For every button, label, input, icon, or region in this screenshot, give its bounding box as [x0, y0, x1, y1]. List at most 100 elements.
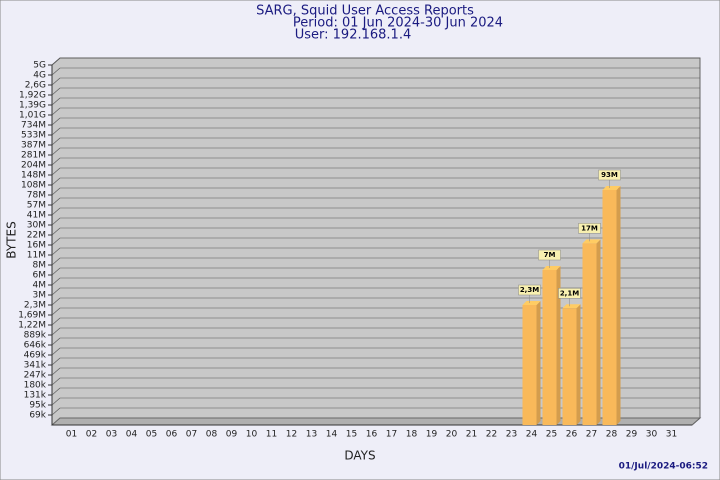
x-tick-label: 27: [586, 430, 597, 440]
x-tick-label: 12: [286, 430, 297, 440]
x-tick-label: 21: [466, 430, 477, 440]
grid-line: [51, 277, 61, 286]
grid-line: [51, 147, 61, 156]
y-tick-label: 148M: [21, 171, 46, 181]
y-tick-label: 734M: [21, 121, 46, 131]
bar: [562, 308, 577, 425]
grid-line: [51, 377, 61, 386]
x-tick-label: 14: [326, 430, 338, 440]
x-tick-label: 23: [506, 430, 517, 440]
x-tick-label: 09: [226, 430, 238, 440]
grid-line: [51, 327, 61, 336]
chart-subtitle: User: 192.168.1.4: [295, 28, 411, 43]
y-tick-label: 533M: [21, 131, 46, 141]
y-tick-label: 95k: [29, 401, 46, 411]
grid-line: [51, 117, 61, 126]
y-axis-label: BYTES: [5, 221, 19, 258]
x-tick-label: 10: [246, 430, 258, 440]
x-tick-label: 20: [446, 430, 458, 440]
x-tick-label: 03: [106, 430, 117, 440]
grid-line: [51, 137, 61, 146]
y-tick-label: 469k: [24, 351, 47, 361]
x-tick-label: 17: [386, 430, 397, 440]
grid-line: [51, 247, 61, 256]
x-tick-label: 29: [626, 430, 638, 440]
y-tick-label: 281M: [21, 151, 46, 161]
x-tick-label: 30: [646, 430, 658, 440]
x-tick-label: 25: [546, 430, 557, 440]
y-tick-label: 6M: [33, 271, 47, 281]
y-tick-label: 646k: [24, 341, 47, 351]
y-tick-label: 247k: [24, 371, 47, 381]
grid-line: [51, 367, 61, 376]
bar-top: [602, 186, 621, 190]
y-tick-label: 78M: [27, 191, 46, 201]
value-label: 2,3M: [520, 286, 539, 294]
grid-line: [51, 177, 61, 186]
y-tick-label: 57M: [27, 201, 46, 211]
grid-line: [51, 317, 61, 326]
grid-line: [51, 227, 61, 236]
grid-line: [51, 307, 61, 316]
grid-line: [51, 207, 61, 216]
y-tick-label: 30M: [27, 221, 46, 231]
grid-line: [51, 167, 61, 176]
grid-line: [51, 397, 61, 406]
y-tick-label: 8M: [33, 261, 47, 271]
y-tick-label: 889k: [24, 331, 47, 341]
y-tick-label: 5G: [33, 61, 46, 71]
bar-side: [536, 301, 541, 425]
grid-line: [51, 217, 61, 226]
grid-line: [51, 337, 61, 346]
bar: [522, 305, 537, 425]
x-tick-label: 06: [166, 430, 178, 440]
y-tick-label: 41M: [27, 211, 46, 221]
bar: [602, 190, 617, 425]
bar-top: [542, 266, 561, 270]
bar-top: [562, 304, 581, 309]
bar-side: [576, 304, 581, 425]
x-tick-label: 15: [346, 430, 357, 440]
y-tick-label: 1,69M: [18, 311, 46, 321]
x-tick-label: 08: [206, 430, 218, 440]
bar-top: [582, 239, 601, 244]
bar: [582, 243, 597, 425]
bar-side: [616, 186, 621, 425]
chart-title: SARG, Squid User Access Reports: [256, 4, 474, 19]
y-tick-label: 387M: [21, 141, 46, 151]
y-tick-label: 1,01G: [19, 111, 46, 121]
grid-line: [51, 237, 61, 246]
x-tick-label: 11: [266, 430, 277, 440]
y-tick-label: 69k: [29, 411, 46, 421]
grid-line: [51, 257, 61, 266]
x-tick-label: 01: [66, 430, 77, 440]
y-tick-label: 131k: [24, 391, 47, 401]
x-tick-label: 02: [86, 430, 97, 440]
y-tick-label: 204M: [21, 161, 46, 171]
y-tick-label: 3M: [33, 291, 47, 301]
x-tick-label: 22: [486, 430, 497, 440]
x-tick-label: 05: [146, 430, 157, 440]
y-tick-label: 22M: [27, 231, 46, 241]
x-axis-label: DAYS: [344, 449, 375, 463]
value-label: 7M: [544, 251, 556, 259]
grid-line: [51, 77, 61, 86]
y-tick-label: 16M: [27, 241, 46, 251]
x-tick-label: 18: [406, 430, 418, 440]
grid-line: [51, 67, 61, 76]
grid-line: [51, 297, 61, 306]
bar-side: [556, 266, 561, 425]
grid-line: [51, 387, 61, 396]
grid-line: [51, 57, 61, 66]
x-tick-label: 13: [306, 430, 317, 440]
y-tick-label: 2,3M: [24, 301, 46, 311]
bar: [542, 270, 557, 425]
grid-line: [51, 347, 61, 356]
y-tick-label: 1,22M: [18, 321, 46, 331]
y-tick-label: 4G: [33, 71, 46, 81]
x-tick-label: 04: [126, 430, 138, 440]
grid-line: [51, 187, 61, 196]
y-tick-label: 4M: [33, 281, 47, 291]
